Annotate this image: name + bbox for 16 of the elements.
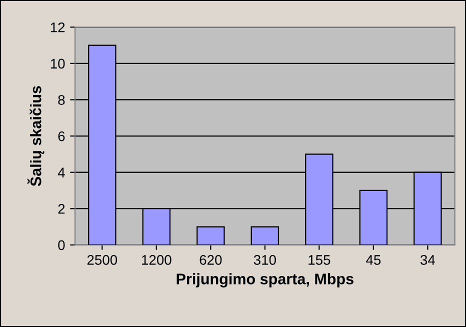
x-tick-label: 45	[366, 255, 381, 265]
x-tick-label: 310	[254, 255, 276, 265]
y-tick-label: 8	[58, 95, 65, 105]
x-axis-title: Prijungimo sparta, Mbps	[176, 273, 354, 288]
y-axis-title: Šalių skaičius	[27, 86, 44, 186]
x-tick-label: 34	[420, 255, 436, 265]
y-tick-label: 6	[58, 131, 65, 142]
y-tick-label: 4	[58, 168, 65, 178]
x-tick-label: 2500	[87, 255, 118, 265]
x-tick-label: 155	[308, 255, 330, 265]
y-tick-label: 10	[50, 58, 65, 69]
x-tick-label: 620	[200, 255, 222, 265]
y-tick-label: 0	[58, 240, 65, 250]
x-tick-label: 1200	[142, 255, 172, 265]
y-tick-label: 2	[58, 204, 65, 214]
y-tick-label: 12	[50, 22, 65, 32]
